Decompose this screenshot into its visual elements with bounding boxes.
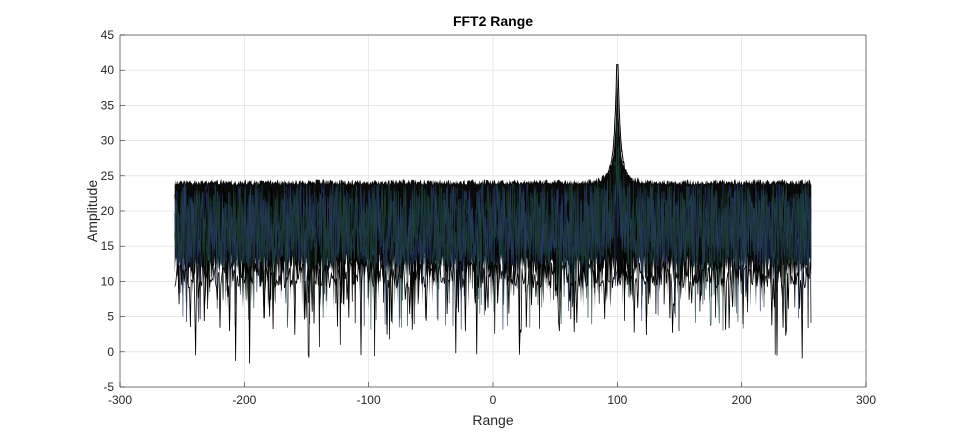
x-tick-label: -200 xyxy=(232,393,256,407)
y-tick-label: 35 xyxy=(101,98,115,112)
y-axis-ticks: -5 0 5 10 15 20 25 30 35 40 45 xyxy=(101,28,125,394)
x-tick-label: 300 xyxy=(856,393,876,407)
series-lines xyxy=(174,115,812,364)
y-tick-label: 45 xyxy=(101,28,115,42)
peak-series-line xyxy=(604,64,631,181)
x-tick-label: 200 xyxy=(732,393,752,407)
x-axis-label: Range xyxy=(472,412,513,428)
y-tick-label: 10 xyxy=(101,274,115,288)
y-tick-label: -5 xyxy=(103,380,114,394)
x-axis-ticks: -300 -200 -100 0 100 200 300 xyxy=(108,382,876,407)
dip-series-line xyxy=(174,259,812,364)
data-layer xyxy=(174,64,812,364)
y-tick-label: 40 xyxy=(101,63,115,77)
y-tick-label: 20 xyxy=(101,204,115,218)
y-tick-label: 0 xyxy=(107,345,114,359)
x-tick-label: 0 xyxy=(490,393,497,407)
x-tick-label: -300 xyxy=(108,393,132,407)
y-tick-label: 25 xyxy=(101,169,115,183)
y-axis-label: Amplitude xyxy=(84,180,100,242)
x-tick-label: -100 xyxy=(357,393,381,407)
y-tick-label: 15 xyxy=(101,239,115,253)
chart-title: FFT2 Range xyxy=(453,13,533,29)
series-line xyxy=(174,147,812,331)
y-tick-label: 5 xyxy=(107,310,114,324)
x-tick-label: 100 xyxy=(607,393,627,407)
y-tick-label: 30 xyxy=(101,134,115,148)
